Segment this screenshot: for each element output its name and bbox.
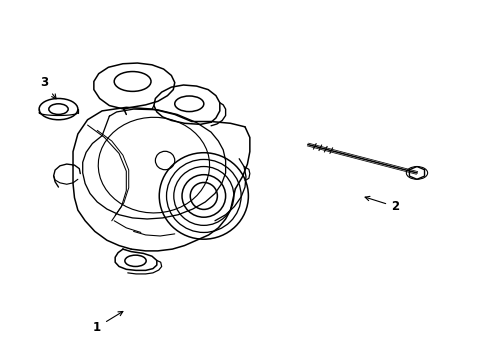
Text: 1: 1 [93, 311, 123, 334]
Text: 3: 3 [40, 76, 56, 99]
Text: 2: 2 [365, 196, 399, 213]
